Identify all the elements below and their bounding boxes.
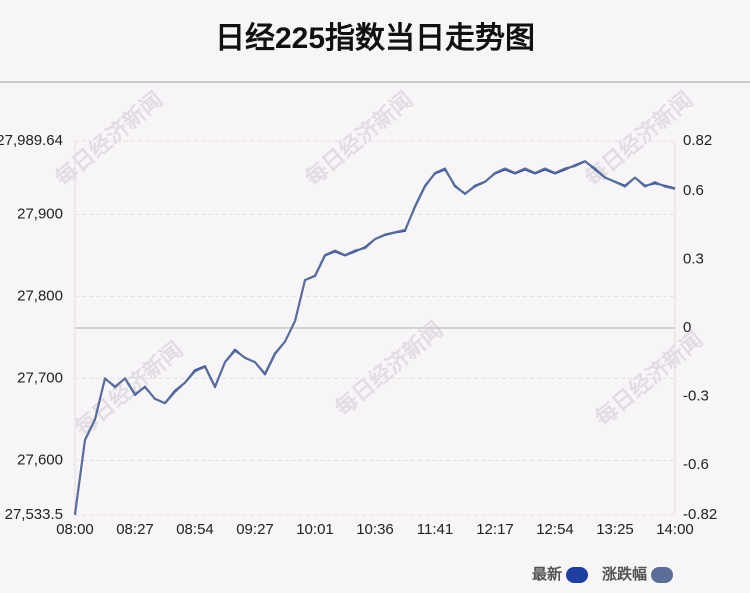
x-tick-label: 08:54 (176, 521, 214, 538)
y2-tick-label: 0.6 (683, 182, 704, 199)
y2-tick-label: -0.6 (683, 456, 709, 473)
y-tick-label: 27,533.5 (5, 506, 63, 523)
x-tick-label: 09:27 (236, 521, 274, 538)
y2-tick-label: 0.3 (683, 251, 704, 268)
x-tick-label: 14:00 (656, 521, 694, 538)
y2-tick-label: 0 (683, 319, 691, 336)
x-tick-label: 08:27 (116, 521, 154, 538)
legend-swatch (651, 567, 674, 583)
y-tick-label: 27,600 (17, 451, 63, 468)
legend-swatch (566, 567, 589, 583)
y-tick-label: 27,700 (17, 369, 63, 386)
y2-tick-label: 0.82 (683, 132, 712, 149)
legend-label: 涨跌幅 (602, 565, 647, 583)
y-tick-label: 27,800 (17, 287, 63, 304)
x-tick-label: 08:00 (56, 521, 94, 538)
y2-tick-label: -0.82 (683, 506, 717, 523)
x-tick-label: 13:25 (596, 521, 634, 538)
legend-label: 最新 (532, 565, 562, 583)
y2-tick-label: -0.3 (683, 387, 709, 404)
y-tick-label: 27,989.64 (0, 132, 63, 149)
x-tick-label: 11:41 (417, 521, 453, 538)
chart-title: 日经225指数当日走势图 (215, 21, 535, 55)
x-tick-label: 12:17 (476, 521, 514, 538)
x-tick-label: 12:54 (536, 521, 574, 538)
y-tick-label: 27,900 (17, 205, 63, 222)
x-tick-label: 10:01 (296, 521, 334, 538)
x-tick-label: 10:36 (356, 521, 394, 538)
line-series (74, 160, 676, 516)
